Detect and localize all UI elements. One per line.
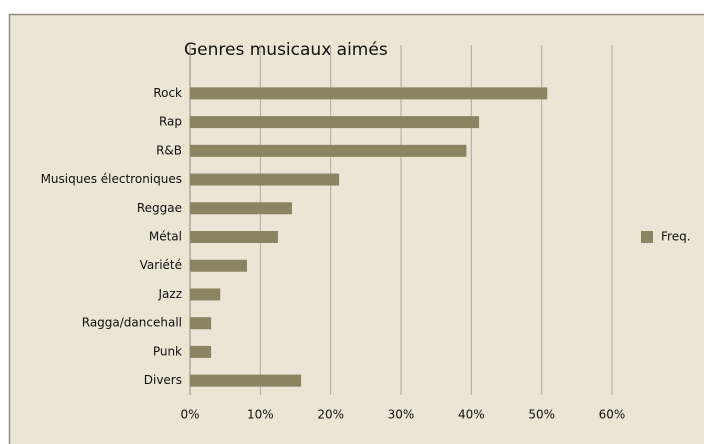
x-tick-label: 20% xyxy=(317,408,344,422)
y-tick-label: Musiques électroniques xyxy=(41,172,182,186)
x-tick-label: 50% xyxy=(528,408,555,422)
bar xyxy=(190,317,212,330)
bar xyxy=(190,116,480,129)
bar xyxy=(190,231,278,243)
y-tick-label: Reggae xyxy=(137,201,182,215)
bar xyxy=(190,374,302,387)
chart-frame xyxy=(8,13,704,444)
x-tick-label: 40% xyxy=(458,408,485,422)
chart-title: Genres musicaux aimés xyxy=(184,40,388,60)
y-tick-label: Métal xyxy=(149,230,182,244)
legend-label: Freq. xyxy=(661,230,691,244)
y-tick-label: Jazz xyxy=(158,287,183,301)
bar xyxy=(190,345,212,358)
y-tick-label: Rock xyxy=(153,86,182,100)
x-tick-label: 30% xyxy=(388,408,415,422)
bar xyxy=(190,288,221,301)
bar xyxy=(190,87,548,100)
y-tick-label: Punk xyxy=(153,344,182,358)
y-tick-label: R&B xyxy=(156,143,182,157)
x-tick-label: 0% xyxy=(180,408,199,422)
bar xyxy=(190,173,340,186)
bar xyxy=(190,202,292,215)
x-tick-label: 60% xyxy=(599,408,626,422)
bar xyxy=(190,144,467,157)
bar xyxy=(190,259,247,272)
legend-swatch xyxy=(641,231,653,243)
x-tick-label: 10% xyxy=(247,408,274,422)
y-tick-label: Ragga/dancehall xyxy=(82,316,182,330)
y-tick-label: Divers xyxy=(144,373,182,387)
y-tick-label: Rap xyxy=(159,115,182,129)
y-tick-label: Variété xyxy=(140,258,182,272)
